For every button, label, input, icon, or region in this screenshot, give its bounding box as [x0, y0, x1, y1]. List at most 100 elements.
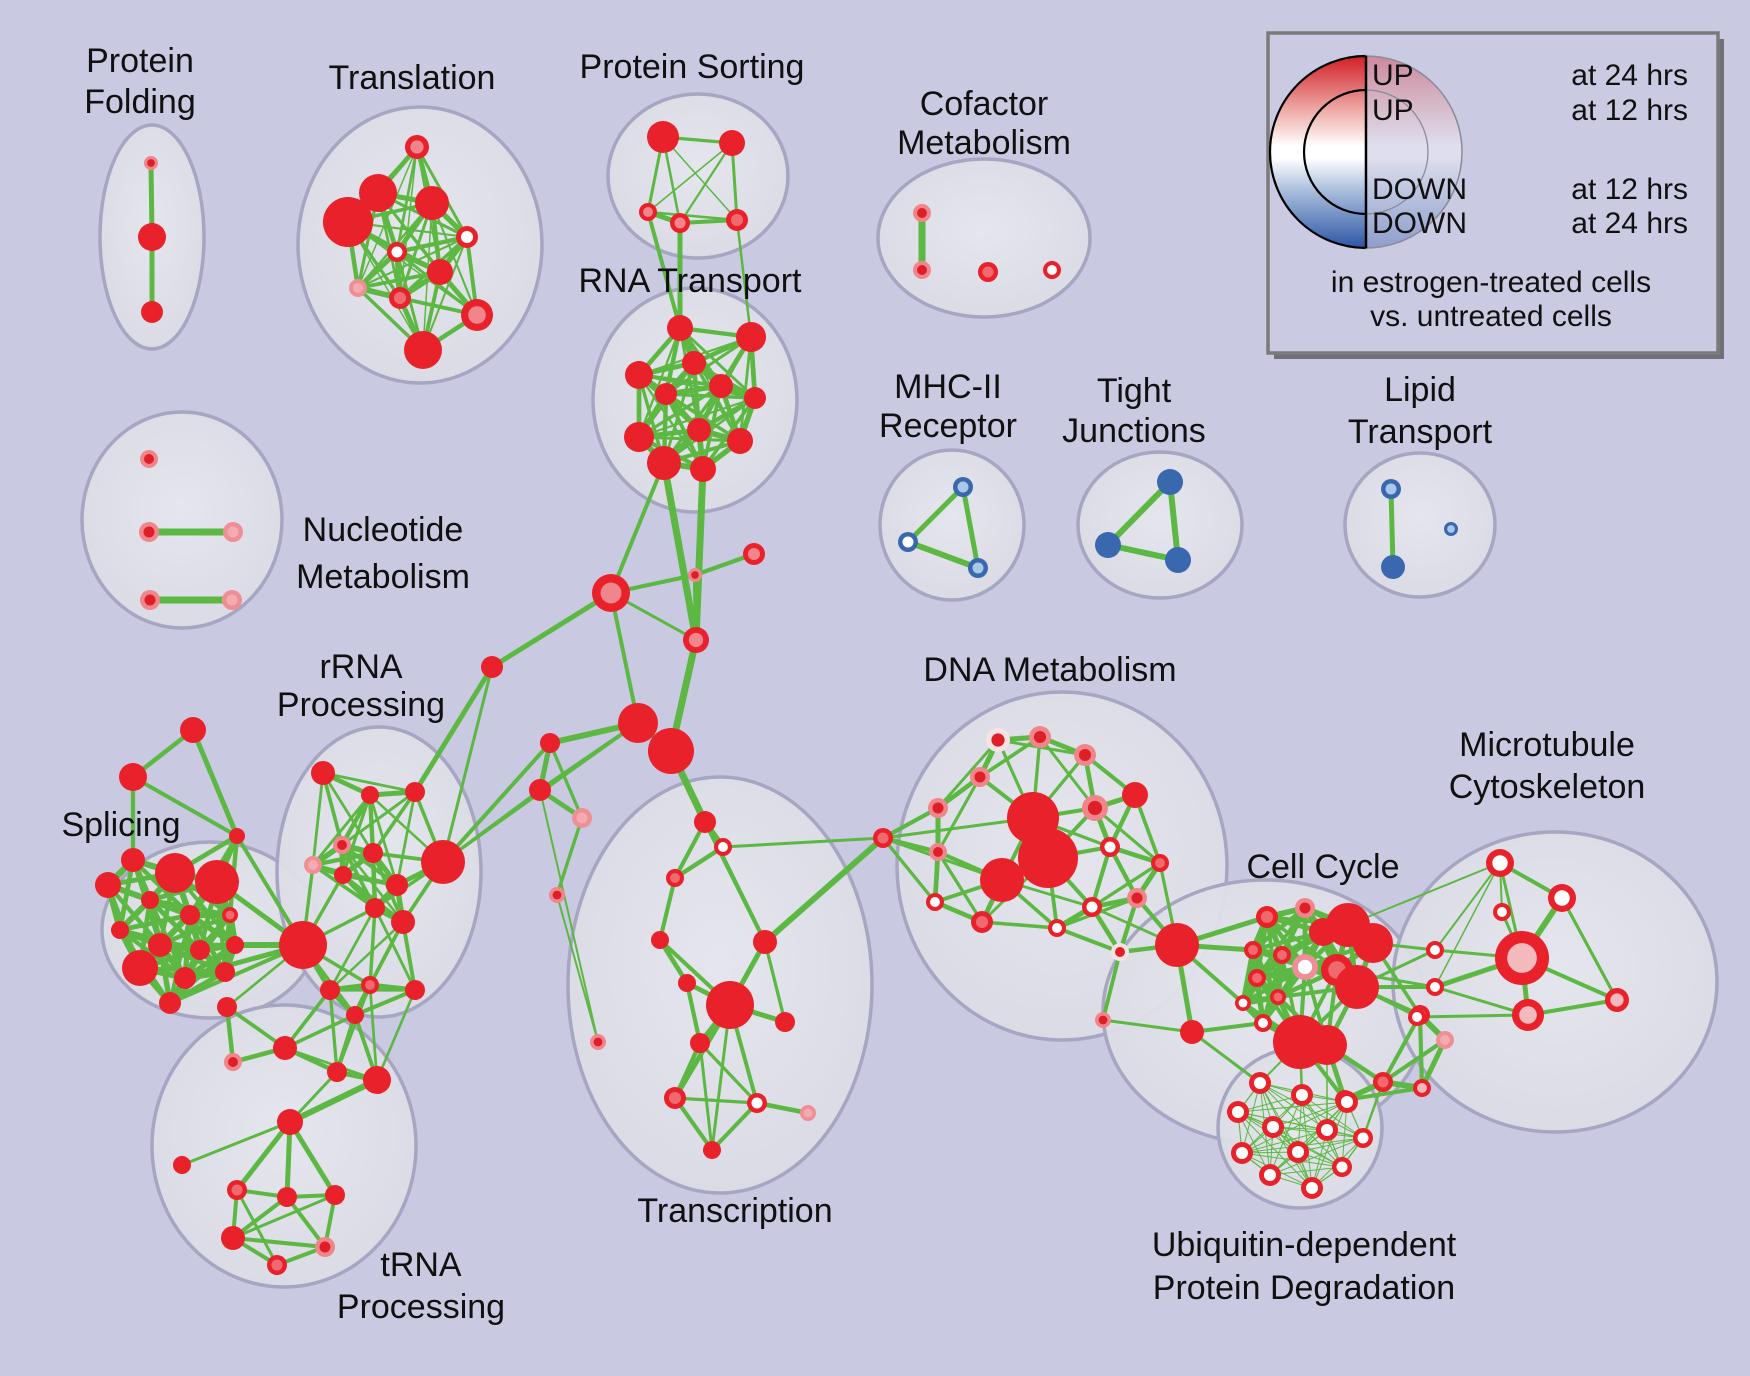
interaction-edge: [1055, 926, 1122, 954]
gene-nodes: [95, 121, 1629, 1275]
interaction-edge: [1343, 1086, 1424, 1102]
gene-node-core: [1086, 901, 1098, 913]
interaction-edge: [684, 980, 703, 1046]
gene-node-core: [1047, 265, 1057, 275]
gene-node-core: [144, 594, 156, 606]
gene-node-core: [1507, 943, 1537, 973]
interaction-edge: [231, 1236, 327, 1249]
gene-node-core: [468, 306, 486, 324]
interaction-edge: [673, 1096, 759, 1105]
gene-node-core: [1033, 730, 1047, 744]
gene-node-core: [409, 786, 421, 798]
gene-node-core: [1252, 973, 1262, 983]
cluster-ellipse-cofactor-metabolism: [876, 157, 1092, 319]
interaction-edge: [1434, 862, 1501, 951]
interaction-edge: [960, 484, 981, 571]
interaction-edge: [430, 201, 479, 317]
interaction-edge: [539, 789, 599, 1043]
gene-node-core: [1377, 1076, 1389, 1088]
gene-node-core: [694, 1037, 706, 1049]
gene-node-core: [1297, 959, 1313, 975]
gene-node-core: [1492, 855, 1508, 871]
legend-inner-ring-left: [1302, 88, 1367, 216]
gene-node-core: [682, 978, 692, 988]
interaction-edge: [1269, 1166, 1343, 1176]
interaction-edge: [1093, 806, 1162, 865]
interaction-edge: [157, 912, 233, 948]
gene-node-core: [365, 980, 375, 990]
interaction-edge: [1380, 1037, 1448, 1085]
gene-node-core: [974, 771, 986, 783]
gene-node-core: [231, 1184, 243, 1196]
interaction-edge: [340, 790, 417, 847]
cluster-label-nucleotide-metabolism: Metabolism: [296, 558, 470, 596]
interaction-edge: [609, 591, 640, 725]
gene-node-core: [1087, 800, 1103, 816]
interaction-edge: [1237, 1111, 1313, 1189]
interaction-edge: [735, 218, 753, 339]
gene-node-core: [654, 453, 674, 473]
interaction-edge: [1090, 861, 1162, 909]
interaction-edge: [147, 897, 203, 953]
gene-node-core: [1335, 912, 1361, 938]
gene-node-core: [353, 283, 363, 293]
interaction-edge: [678, 141, 734, 225]
gene-node-core: [718, 842, 728, 852]
gene-node-core: [630, 428, 648, 446]
gene-node-core: [1386, 560, 1400, 574]
interaction-edge: [762, 835, 886, 945]
interaction-edge: [180, 1120, 292, 1167]
interaction-edge: [1272, 1101, 1348, 1128]
gene-node-core: [281, 1191, 293, 1203]
interaction-edge: [905, 484, 966, 545]
interaction-edge: [664, 335, 753, 396]
interaction-edge: [131, 775, 239, 838]
cluster-label-rrna-processing: Processing: [277, 686, 445, 724]
gene-node-core: [698, 815, 712, 829]
interaction-edge: [1237, 1101, 1348, 1113]
interaction-edge: [234, 1119, 293, 1193]
interaction-edge: [1038, 735, 1097, 810]
gene-node-core: [143, 526, 155, 538]
interaction-edge: [662, 136, 738, 221]
gene-node-core: [100, 877, 116, 893]
interaction-edge: [1241, 1101, 1348, 1154]
interaction-edge: [936, 775, 982, 854]
cluster-label-microtubule-cytoskeleton: Microtubule: [1459, 726, 1635, 764]
interaction-edge: [1301, 1094, 1313, 1189]
interaction-edge: [321, 771, 417, 794]
gene-node-core: [533, 783, 547, 797]
gene-node-core: [655, 935, 665, 945]
gene-node-core: [687, 356, 701, 370]
legend: UP at 24 hrs UP at 12 hrs DOWN at 12 hrs DOWN a…: [1266, 31, 1724, 359]
gene-node-core: [226, 594, 238, 606]
cluster-ellipse-lipid-transport: [1343, 451, 1497, 599]
interaction-edge: [371, 790, 417, 855]
gene-node-core: [145, 305, 159, 319]
gene-node-core: [716, 991, 744, 1019]
gene-node-core: [1385, 483, 1397, 495]
interaction-edge: [1259, 1082, 1364, 1139]
gene-node-core: [1412, 1012, 1422, 1022]
gene-node-core: [319, 1241, 331, 1253]
cluster-label-trna-processing: tRNA: [380, 1246, 462, 1284]
interaction-edge: [368, 906, 377, 987]
cluster-label-splicing: Splicing: [61, 806, 180, 844]
interaction-edge: [287, 1119, 338, 1198]
gene-node-core: [278, 1041, 292, 1055]
gene-node-core: [1098, 1015, 1108, 1025]
gene-node-core: [1295, 1088, 1309, 1102]
gene-node-core: [691, 571, 699, 579]
cluster-label-microtubule-cytoskeleton: Cytoskeleton: [1449, 768, 1646, 806]
gene-node-core: [334, 208, 362, 236]
gene-node-core: [1078, 748, 1092, 762]
interaction-edge: [763, 940, 787, 1024]
gene-node-core: [957, 481, 969, 493]
gene-node-core: [779, 1016, 791, 1028]
interaction-edge: [1237, 1094, 1303, 1113]
gene-node-core: [877, 832, 889, 844]
interaction-edge: [373, 906, 417, 992]
interaction-edge: [421, 235, 469, 352]
gene-node-core: [460, 230, 474, 244]
